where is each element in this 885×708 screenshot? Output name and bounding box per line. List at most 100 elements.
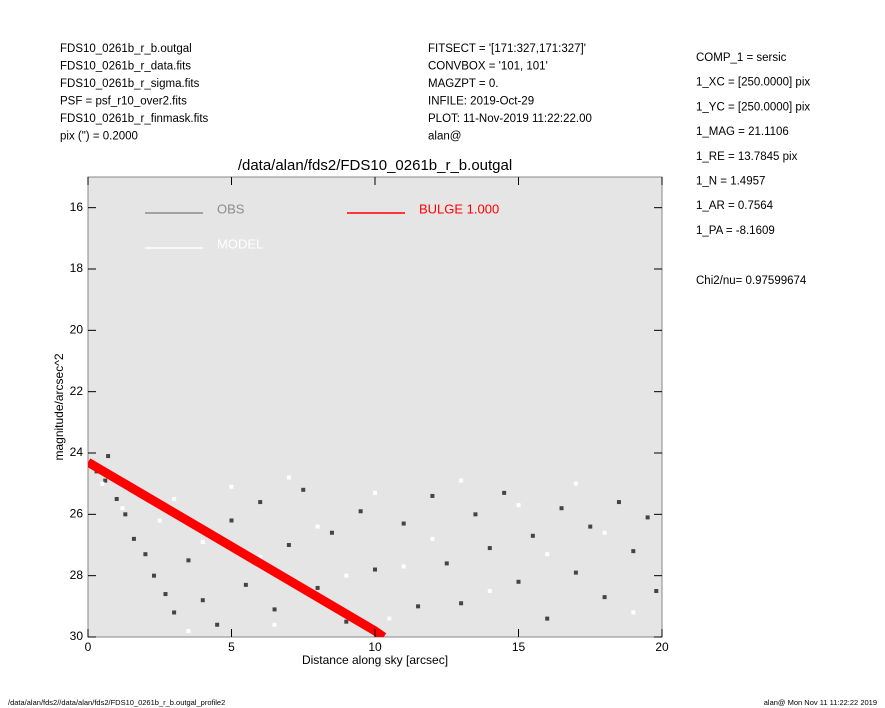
chi2-label: Chi2/nu= 0.97599674 — [696, 275, 807, 287]
data-point — [631, 549, 636, 554]
data-point — [106, 454, 111, 459]
header-right-line: 1_RE = 13.7845 pix — [696, 151, 798, 163]
data-point — [573, 481, 578, 486]
data-point — [163, 592, 168, 597]
legend-label: OBS — [217, 201, 245, 216]
data-point — [315, 524, 320, 529]
data-point — [444, 561, 449, 566]
data-point — [286, 543, 291, 547]
data-point — [301, 487, 306, 492]
footer-right: alan@ Mon Nov 11 11:22:22 2019 — [764, 698, 877, 707]
data-point — [401, 521, 406, 526]
data-point — [114, 497, 119, 501]
data-point — [200, 598, 205, 603]
data-point — [387, 616, 392, 621]
header-right-line: COMP_1 = sersic — [696, 52, 787, 64]
data-point — [401, 564, 406, 569]
data-point — [315, 585, 320, 590]
header-middle-line: INFILE: 2019-Oct-29 — [428, 96, 534, 108]
data-point — [123, 512, 128, 517]
data-point — [100, 481, 105, 486]
header-middle-line: MAGZPT = 0. — [428, 78, 498, 90]
data-point — [229, 518, 234, 523]
y-tick-label: 24 — [70, 445, 84, 459]
x-axis-label: Distance along sky [arcsec] — [302, 653, 448, 667]
y-tick-label: 16 — [70, 200, 84, 214]
data-point — [530, 533, 535, 538]
data-point — [473, 512, 478, 517]
header-right-line: 1_PA = -8.1609 — [696, 225, 775, 237]
header-right-line: 1_XC = [250.0000] pix — [696, 77, 810, 89]
data-point — [516, 579, 521, 584]
plot-area — [87, 176, 663, 638]
x-tick-label: 0 — [85, 640, 92, 654]
y-tick-label: 30 — [70, 629, 84, 643]
data-point — [120, 506, 125, 511]
data-point — [215, 622, 220, 627]
data-point — [286, 475, 291, 480]
data-point — [573, 570, 578, 575]
y-tick-label: 26 — [70, 507, 84, 521]
x-tick-label: 15 — [512, 640, 526, 654]
x-tick-label: 20 — [655, 640, 669, 654]
data-point — [654, 589, 659, 593]
header-left-line: FDS10_0261b_r_data.fits — [60, 61, 191, 73]
x-tick-label: 5 — [228, 640, 235, 654]
y-tick-label: 28 — [70, 568, 84, 582]
header-left-line: FDS10_0261b_r_b.outgal — [60, 43, 192, 55]
data-point — [645, 515, 650, 520]
header-left-line: pix (") = 0.2000 — [60, 131, 138, 143]
data-point — [272, 607, 277, 612]
y-tick-label: 18 — [70, 261, 84, 275]
data-point — [186, 558, 191, 563]
header-middle-line: CONVBOX = '101, 101' — [428, 61, 548, 73]
data-point — [186, 628, 191, 633]
data-point — [631, 610, 636, 615]
data-point — [459, 601, 464, 606]
header-left-line: PSF = psf_r10_over2.fits — [60, 96, 187, 108]
data-point — [229, 484, 234, 489]
data-point — [131, 536, 136, 541]
legend-label: MODEL — [217, 236, 263, 251]
data-point — [344, 573, 349, 578]
header-middle-line: FITSECT = '[171:327,171:327]' — [428, 43, 586, 55]
data-point — [258, 555, 263, 560]
data-point — [172, 610, 177, 615]
data-point — [516, 503, 521, 508]
data-point — [373, 567, 377, 572]
data-point — [616, 500, 621, 505]
data-point — [459, 478, 464, 483]
header-middle-line: alan@ — [428, 131, 461, 143]
footer-left: /data/alan/fds2//data/alan/fds2/FDS10_02… — [8, 698, 225, 707]
header-left-line: FDS10_0261b_r_sigma.fits — [60, 78, 200, 90]
data-point — [344, 619, 349, 624]
y-axis-label: magnitude/arcsec^2 — [52, 353, 66, 460]
data-point — [358, 509, 363, 514]
data-point — [502, 490, 507, 495]
header-left-line: FDS10_0261b_r_finmask.fits — [60, 113, 209, 125]
y-tick-label: 22 — [70, 384, 84, 398]
header-right-line: 1_YC = [250.0000] pix — [696, 101, 810, 113]
data-point — [243, 582, 248, 587]
header-right-line: 1_N = 1.4957 — [696, 176, 765, 188]
data-point — [373, 490, 377, 495]
data-point — [152, 573, 157, 578]
data-point — [602, 530, 607, 535]
data-point — [143, 552, 148, 557]
data-point — [602, 595, 607, 600]
data-point — [329, 530, 334, 535]
data-point — [258, 500, 263, 505]
data-point — [416, 604, 421, 609]
header-right-line: 1_AR = 0.7564 — [696, 200, 774, 212]
data-point — [157, 518, 162, 523]
data-point — [103, 478, 108, 483]
y-tick-label: 20 — [70, 323, 84, 337]
legend-label: BULGE 1.000 — [419, 201, 499, 216]
data-point — [545, 616, 550, 621]
data-point — [200, 539, 205, 544]
data-point — [588, 524, 593, 529]
chart-title: /data/alan/fds2/FDS10_0261b_r_b.outgal — [238, 157, 512, 174]
data-point — [487, 589, 492, 593]
data-point — [172, 497, 177, 501]
